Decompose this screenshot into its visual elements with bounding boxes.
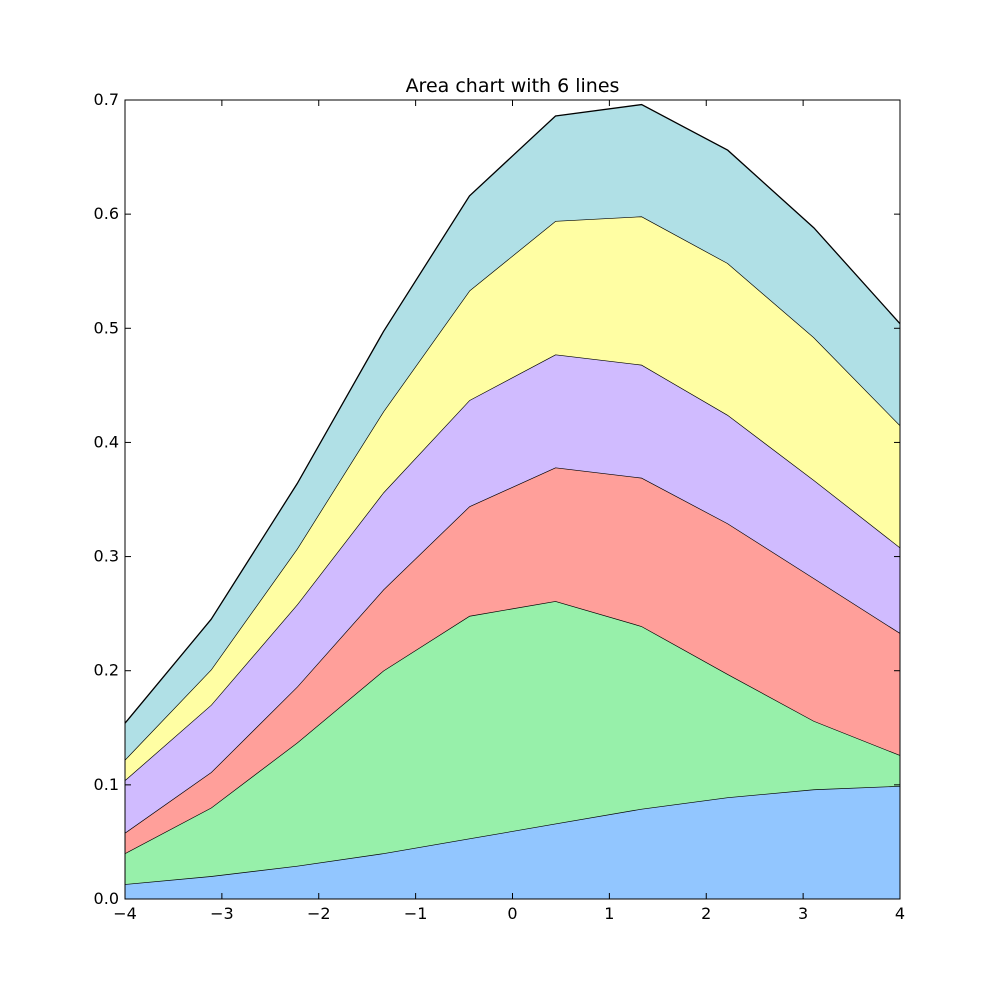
axis-ticks-group: −4 −3 −2 −1 0 1 2 3 4 0.0 0.1 0.2 0.3 0.4 0.5 0.6 0.7 [94,90,906,923]
area-series-5 [125,216,900,781]
chart-title: Area chart with 6 lines [406,75,620,97]
plot-frame [124,99,901,900]
x-tick-label: −4 [113,904,137,923]
y-tick-label: 0.3 [94,547,119,566]
y-tick-label: 0.2 [94,661,119,680]
y-tick-label: 0.4 [94,432,119,451]
area-series-group [124,103,901,899]
area-series-2 [125,601,900,885]
y-tick-label: 0.6 [94,204,119,223]
area-series-3 [125,467,900,854]
y-tick-label: 0.7 [94,90,119,109]
x-tick-label: −3 [210,904,234,923]
x-tick-label: 2 [701,904,711,923]
x-tick-label: 4 [895,904,905,923]
x-tick-label: 0 [507,904,517,923]
x-tick-label: 1 [604,904,614,923]
y-tick-label: 0.1 [94,775,119,794]
x-tick-label: 3 [798,904,808,923]
area-series-4 [125,354,900,833]
y-tick-label: 0.5 [94,318,119,337]
series-line-6 [124,103,901,724]
area-series-6 [125,104,900,760]
area-series-1 [125,786,900,899]
y-tick-label: 0.0 [94,889,119,908]
x-tick-label: −1 [404,904,428,923]
x-tick-label: −2 [307,904,331,923]
